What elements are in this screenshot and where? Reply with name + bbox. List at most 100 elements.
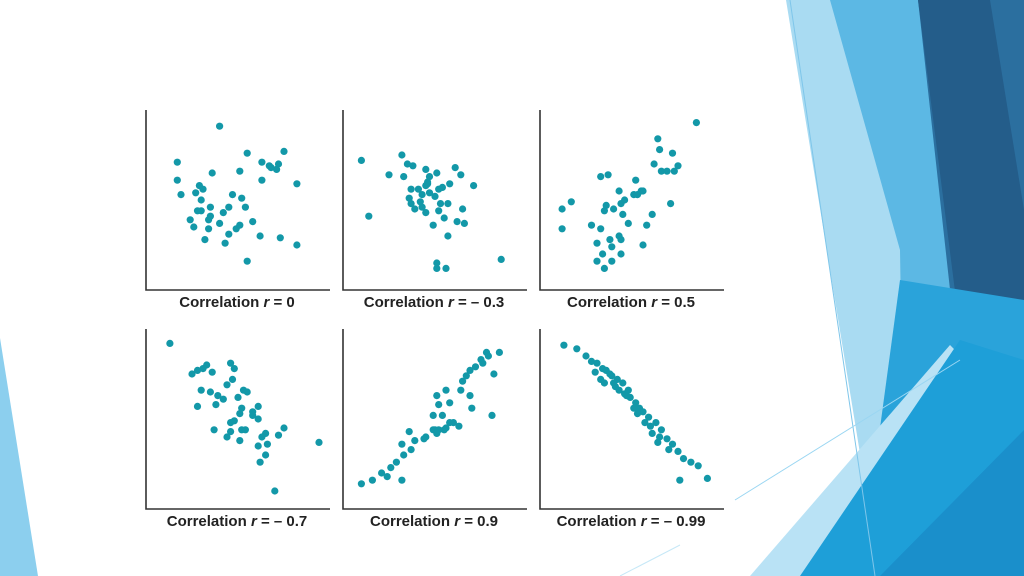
scatter-point: [357, 156, 365, 164]
scatter-point: [654, 438, 662, 446]
scatter-point: [208, 169, 216, 177]
scatter-point: [212, 401, 220, 409]
scatter-point: [488, 411, 496, 419]
axes: [539, 110, 724, 291]
scatter-point: [440, 214, 448, 222]
scatter-point: [271, 487, 279, 495]
scatter-point: [597, 173, 605, 181]
scatter-point: [387, 464, 395, 472]
scatter-point: [484, 352, 492, 360]
scatter-point: [293, 241, 301, 249]
scatter-point: [573, 345, 581, 353]
scatter-point: [622, 392, 631, 400]
scatter-point: [646, 422, 655, 430]
scatter-point: [256, 458, 264, 466]
scatter-point: [223, 433, 231, 441]
scatter-point: [411, 437, 419, 445]
scatter-point: [254, 415, 262, 423]
scatter-point: [241, 203, 249, 211]
scatter-point: [593, 359, 601, 367]
decor-line-3: [619, 544, 681, 576]
scatter-point: [656, 146, 664, 154]
scatter-point: [446, 419, 454, 427]
label-prefix: Correlation: [567, 294, 652, 311]
scatter-point: [418, 203, 426, 211]
scatter-point: [203, 361, 211, 369]
scatter-point: [405, 194, 413, 202]
scatter-point: [694, 462, 702, 470]
scatter-point: [197, 196, 205, 204]
scatter-point: [378, 469, 386, 477]
scatter-point: [221, 239, 229, 247]
scatter-point: [665, 446, 673, 454]
scatter-point: [236, 167, 244, 175]
scatter-point: [610, 205, 618, 213]
scatter-point: [273, 165, 281, 173]
scatter-point: [641, 419, 649, 427]
axes: [342, 329, 527, 510]
scatter-point: [405, 428, 413, 436]
scatter-point: [186, 216, 194, 224]
scatter-point: [228, 375, 237, 383]
scatter-point: [236, 410, 244, 418]
scatter-point: [407, 446, 415, 454]
scatter-point: [442, 264, 450, 272]
scatter-point: [433, 429, 441, 437]
scatter-point: [227, 428, 235, 436]
scatter-point: [193, 366, 202, 374]
scatter-point: [274, 160, 283, 168]
scatter-point: [398, 151, 406, 159]
scatter-point: [403, 160, 411, 168]
scatter-point: [593, 257, 601, 265]
label-suffix: = – 0.3: [453, 294, 505, 311]
scatter-point: [392, 458, 400, 466]
scatter-point: [606, 236, 614, 244]
label-prefix: Correlation: [556, 513, 641, 530]
label-var: r: [640, 513, 647, 530]
scatter-point: [219, 395, 227, 403]
scatter-point: [438, 411, 446, 419]
scatter-point: [633, 191, 642, 199]
panel-label-3: Correlation r = – 0.7: [137, 513, 337, 530]
scatter-point: [422, 182, 430, 190]
scatter-point: [617, 250, 625, 258]
panel-label-1: Correlation r = – 0.3: [334, 294, 534, 311]
label-suffix: = 0.5: [657, 294, 695, 311]
scatter-point: [617, 236, 625, 244]
scatter-point: [411, 205, 419, 213]
scatter-point: [216, 122, 224, 130]
scatter-panel-3: [145, 329, 330, 510]
scatter-point: [674, 162, 682, 170]
scatter-point: [274, 431, 283, 439]
scatter-point: [608, 257, 616, 265]
scatter-point: [608, 243, 616, 251]
scatter-point: [600, 379, 609, 387]
scatter-point: [263, 440, 271, 448]
label-var: r: [447, 294, 454, 311]
scatter-point: [398, 440, 406, 448]
scatter-point: [703, 474, 712, 482]
scatter-point: [624, 219, 632, 227]
scatter-point: [433, 259, 441, 267]
scatter-point: [206, 203, 214, 211]
scatter-point: [668, 149, 677, 157]
scatter-point: [173, 158, 181, 166]
scatter-point: [624, 386, 632, 394]
scatter-point: [466, 366, 474, 374]
label-var: r: [454, 513, 461, 530]
decor-shape-dark-band-2: [918, 0, 1024, 370]
scatter-point: [265, 162, 273, 170]
scatter-point: [230, 417, 238, 425]
scatter-point: [446, 399, 454, 407]
label-var: r: [651, 294, 658, 311]
scatter-point: [457, 386, 465, 394]
scatter-point: [676, 476, 684, 484]
scatter-panel-4: [342, 329, 527, 510]
scatter-point: [451, 164, 459, 172]
scatter-point: [591, 368, 599, 376]
scatter-point: [429, 411, 437, 419]
label-prefix: Correlation: [166, 513, 251, 530]
scatter-point: [223, 381, 231, 389]
